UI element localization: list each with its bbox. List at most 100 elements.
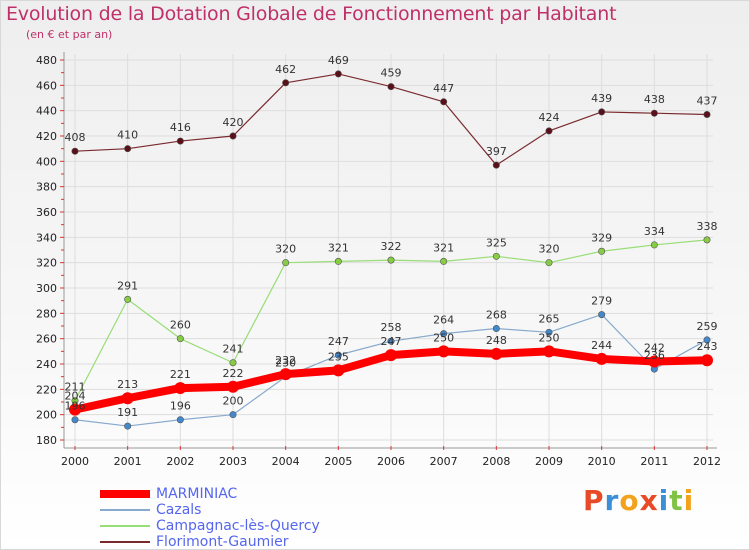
data-label: 338 [697,220,718,233]
x-axis-ticks: 2000 2001 2002 2003 2004 2005 2006 2007 2008 2009… [61,446,721,468]
data-point [69,403,81,416]
data-point [121,392,134,405]
data-point [440,98,448,106]
data-point [387,83,395,91]
data-point [334,70,342,78]
data-point [650,109,658,117]
logo-letter: i [683,484,695,517]
data-label: 325 [486,236,507,249]
data-point [227,380,239,393]
data-label: 265 [539,312,560,325]
series-group [69,70,713,430]
series-campagnac-les-quercy [71,236,711,405]
data-label: 462 [275,63,296,76]
data-point [176,416,184,424]
data-point [598,108,606,116]
logo-letter: x [639,484,659,517]
data-label: 424 [539,111,560,124]
data-label: 244 [591,339,612,352]
data-point [71,147,79,155]
data-label: 279 [591,295,612,308]
proxiti-logo: Proxiti [583,484,694,517]
data-label: 420 [223,116,244,129]
data-point [492,325,500,333]
data-label: 213 [117,378,138,391]
data-labels-group: 408 410 416 420 462 469 459 447 397 424 439 438 437 2… [65,54,718,419]
data-point [701,354,713,367]
data-label: 191 [117,406,138,419]
data-point [229,411,237,419]
x-tick-label: 2010 [588,455,616,468]
y-tick-label: 340 [36,231,57,244]
data-point [545,259,553,267]
data-label: 438 [644,93,665,106]
data-point [545,328,553,336]
legend-label: Campagnac-lès-Quercy [156,518,320,534]
data-point [229,359,237,367]
data-point [124,145,132,153]
y-tick-label: 200 [36,409,57,422]
data-point [282,79,290,87]
data-label: 322 [381,240,402,253]
data-label: 243 [697,340,718,353]
y-tick-label: 380 [36,181,57,194]
data-label: 447 [433,82,454,95]
data-label: 211 [65,381,86,394]
chart-subtitle: (en € et par an) [26,28,113,41]
data-label: 397 [486,145,507,158]
y-tick-label: 240 [36,358,57,371]
data-point [334,257,342,265]
data-label: 469 [328,54,349,67]
data-label: 459 [381,67,402,80]
data-label: 259 [697,320,718,333]
data-label: 230 [275,357,296,370]
data-label: 221 [170,368,191,381]
data-label: 334 [644,225,665,238]
y-tick-label: 480 [36,54,57,67]
data-point [176,137,184,145]
legend-swatch [100,541,150,543]
series-marminiac [69,345,713,416]
data-label: 241 [223,343,244,356]
data-point [387,256,395,264]
x-tick-label: 2007 [430,455,458,468]
data-point [440,330,448,338]
y-tick-label: 440 [36,105,57,118]
data-point [437,345,450,358]
data-label: 408 [65,131,86,144]
data-point [598,311,606,319]
data-label: 222 [223,367,244,380]
data-label: 268 [486,309,507,322]
data-label: 258 [381,321,402,334]
logo-letter: P [583,484,605,517]
y-tick-label: 180 [36,434,57,447]
data-label: 439 [591,92,612,105]
logo-letter: t [669,484,684,517]
data-point [176,335,184,343]
data-label: 247 [328,335,349,348]
data-label: 232 [275,354,296,367]
data-label: 250 [539,331,560,344]
x-tick-label: 2001 [114,455,142,468]
y-tick-label: 300 [36,282,57,295]
data-point [124,422,132,430]
data-label: 291 [117,279,138,292]
y-tick-label: 320 [36,257,57,270]
data-point [334,351,342,359]
data-label: 416 [170,121,191,134]
data-point [703,236,711,244]
data-label: 196 [170,400,191,413]
x-tick-label: 2009 [535,455,563,468]
y-tick-label: 460 [36,79,57,92]
data-point [332,364,345,377]
data-point [124,295,132,303]
data-point [387,337,395,345]
data-label: 437 [697,94,718,107]
y-tick-label: 400 [36,155,57,168]
data-label: 236 [644,349,665,362]
data-label: 320 [539,243,560,256]
data-label: 242 [644,341,665,354]
data-point [490,347,503,360]
